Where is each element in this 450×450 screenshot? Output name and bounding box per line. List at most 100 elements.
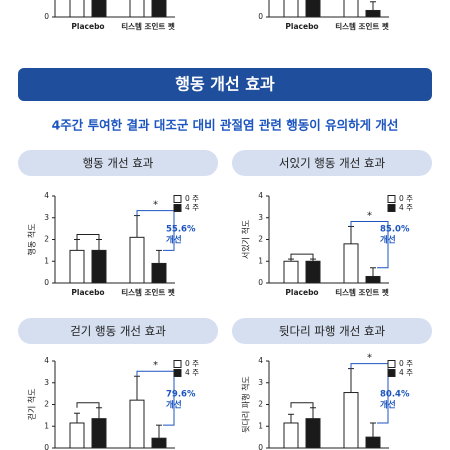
y-tick-label: 0 [44,443,49,450]
bar [69,422,85,449]
x-tick-label: Placebo [285,22,318,31]
bar [365,275,381,284]
legend-swatch [173,195,182,203]
panel-title: 걷기 행동 개선 효과 [70,324,166,338]
y-tick-label: 3 [258,378,263,387]
annotation: 79.6% [166,390,196,400]
bracket [290,253,314,260]
bracket [76,402,100,408]
panel-header [18,150,218,176]
y-axis-label: 뒷다리 파행 척도 [241,376,251,433]
y-tick-label: 0 [44,278,49,287]
bar [91,418,107,449]
bar [343,243,359,284]
legend-label: 4 주 [185,368,199,377]
bar [151,0,167,18]
x-tick-label: 티스템 조인트 펫 [335,287,389,297]
significance: * [367,210,372,221]
y-tick-label: 1 [258,421,263,430]
y-tick-label: 3 [44,378,49,387]
legend-label: 0 주 [399,194,413,203]
bar [305,418,321,449]
significance: * [153,360,158,371]
annotation: 개선 [166,400,182,411]
bar [283,0,299,18]
legend-swatch [387,204,396,212]
y-tick-label: 2 [258,400,263,409]
bar [151,262,167,284]
bracket [350,220,389,269]
legend-label: 4 주 [185,203,199,212]
bar [283,260,299,284]
annotation: 55.6% [166,225,196,235]
y-tick-label: 0 [44,12,49,21]
y-tick-label: 2 [44,235,49,244]
bar [151,437,167,449]
legend-label: 4 주 [399,368,413,377]
y-tick-label: 1 [44,421,49,430]
y-tick-label: 0 [258,278,263,287]
annotation: 개선 [166,235,182,246]
y-tick-label: 0 [258,443,263,450]
x-tick-label: Placebo [285,288,318,297]
panel-title: 서있기 행동 개선 효과 [279,156,386,170]
panel-title: 행동 개선 효과 [83,156,154,170]
x-tick-label: 티스템 조인트 펫 [121,21,175,31]
legend-swatch [387,369,396,377]
y-tick-label: 3 [44,213,49,222]
panel-header [232,318,432,344]
banner [18,68,432,101]
legend-swatch [173,360,182,368]
y-axis-label: 서있기 척도 [241,220,251,259]
legend-swatch [387,360,396,368]
y-tick-label: 2 [44,400,49,409]
y-tick-label: 4 [44,356,49,365]
bracket [76,234,100,240]
x-tick-label: Placebo [71,288,104,297]
bar [365,436,381,449]
bar [69,0,85,18]
legend-label: 0 주 [185,194,199,203]
y-tick-label: 1 [44,256,49,265]
bar [343,392,359,449]
significance: * [153,200,158,211]
x-tick-label: Placebo [71,22,104,31]
y-axis-label: 행동 척도 [27,224,37,256]
bar [129,236,145,284]
panel-header [232,150,432,176]
bar [283,422,299,449]
bar [343,0,359,18]
bar [305,260,321,284]
y-axis-label: 걷기 척도 [27,389,37,421]
bar [129,399,145,449]
y-tick-label: 0 [258,12,263,21]
annotation: 개선 [380,400,396,411]
bar [365,9,381,18]
legend-swatch [173,204,182,212]
bar [129,0,145,18]
bar [91,0,107,18]
legend-label: 0 주 [399,359,413,368]
y-tick-label: 4 [44,191,49,200]
y-tick-label: 3 [258,213,263,222]
y-tick-label: 2 [258,235,263,244]
subtitle: 4주간 투여한 결과 대조군 대비 관절염 관련 행동이 유의하게 개선 [52,118,399,133]
significance: * [367,353,372,364]
bar [91,249,107,284]
annotation: 개선 [380,235,396,246]
legend-label: 4 주 [399,203,413,212]
y-tick-label: 4 [258,356,263,365]
legend-label: 0 주 [185,359,199,368]
x-tick-label: 티스템 조인트 펫 [121,287,175,297]
x-tick-label: 티스템 조인트 펫 [335,21,389,31]
panel-title: 뒷다리 파행 개선 효과 [279,324,386,338]
legend-swatch [173,369,182,377]
annotation: 85.0% [380,225,410,235]
y-tick-label: 1 [258,256,263,265]
legend-swatch [387,195,396,203]
annotation: 80.4% [380,390,410,400]
bar [69,249,85,284]
y-tick-label: 4 [258,191,263,200]
